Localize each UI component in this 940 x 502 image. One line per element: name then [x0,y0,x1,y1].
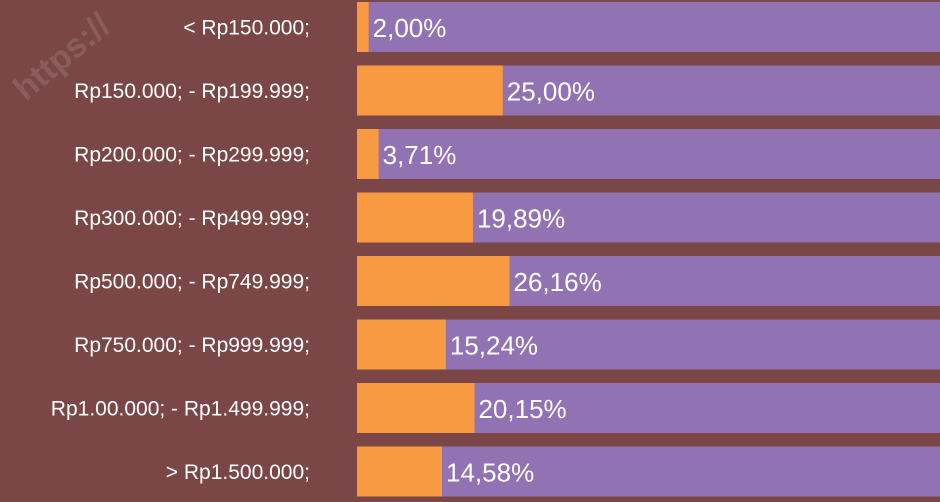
bar-track [357,446,940,497]
bar-track [357,2,940,52]
category-label: Rp750.000; - Rp999.999; [74,334,310,357]
bar [357,319,446,370]
category-label: < Rp150.000; [183,17,310,40]
value-label: 15,24% [450,330,538,360]
bar [357,65,503,116]
bar [357,256,510,306]
value-label: 25,00% [507,76,595,106]
bar [357,446,443,497]
category-label: > Rp1.500.000; [166,461,310,484]
category-label: Rp150.000; - Rp199.999; [74,80,310,103]
bar [357,129,379,179]
value-label: 20,15% [478,394,566,424]
bar [357,2,369,52]
value-label: 14,58% [446,457,534,487]
bar-track [357,129,940,179]
value-label: 19,89% [477,203,565,233]
category-label: Rp300.000; - Rp499.999; [74,207,310,230]
value-label: 2,00% [373,13,447,43]
value-label: 3,71% [383,140,457,170]
bar [357,383,475,433]
bar-track [357,319,940,370]
category-label: Rp500.000; - Rp749.999; [74,271,310,294]
category-label: Rp1.00.000; - Rp1.499.999; [51,398,310,421]
value-label: 26,16% [514,267,602,297]
bar [357,192,473,243]
category-label: Rp200.000; - Rp299.999; [74,144,310,167]
